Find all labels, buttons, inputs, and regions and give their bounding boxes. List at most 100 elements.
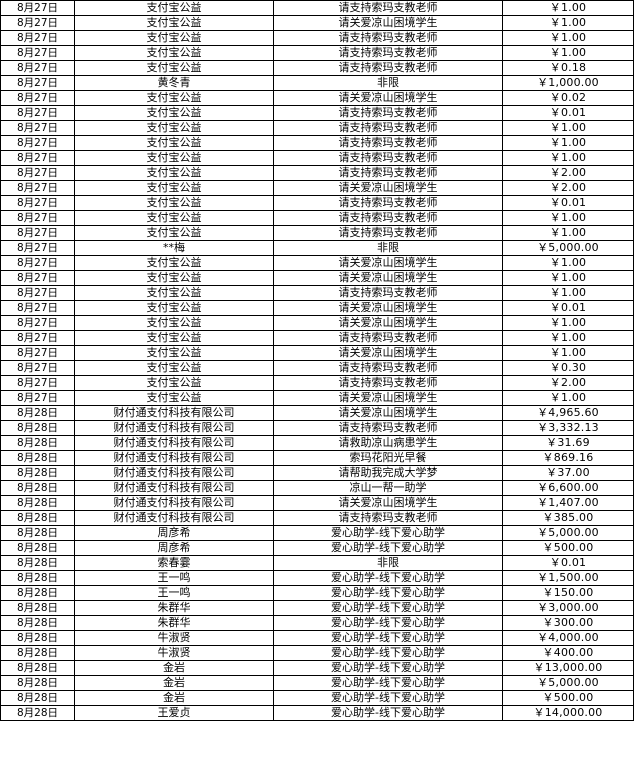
cell-amount: ￥1.00 (502, 150, 634, 166)
cell-project: 请支持索玛支教老师 (273, 360, 503, 376)
cell-donor: 财付通支付科技有限公司 (74, 465, 274, 481)
cell-donor: 支付宝公益 (74, 105, 274, 121)
table-row: 8月27日 支付宝公益 请关爱凉山困境学生 ￥1.00 (0, 390, 634, 406)
cell-donor: 支付宝公益 (74, 45, 274, 61)
cell-amount: ￥1.00 (502, 285, 634, 301)
cell-date: 8月27日 (0, 210, 75, 226)
cell-donor: 支付宝公益 (74, 255, 274, 271)
table-row: 8月27日 支付宝公益 请关爱凉山困境学生 ￥0.01 (0, 300, 634, 316)
cell-donor: 财付通支付科技有限公司 (74, 480, 274, 496)
table-row: 8月28日 朱群华 爱心助学-线下爱心助学 ￥3,000.00 (0, 600, 634, 616)
cell-donor: 财付通支付科技有限公司 (74, 405, 274, 421)
cell-amount: ￥1.00 (502, 210, 634, 226)
cell-project: 爱心助学-线下爱心助学 (273, 585, 503, 601)
cell-date: 8月27日 (0, 60, 75, 76)
donation-records-table: 8月27日 支付宝公益 请支持索玛支教老师 ￥1.00 8月27日 支付宝公益 请关爱凉山困… (0, 0, 634, 721)
cell-amount: ￥37.00 (502, 465, 634, 481)
table-row: 8月28日 金岩 爱心助学-线下爱心助学 ￥500.00 (0, 690, 634, 706)
cell-amount: ￥5,000.00 (502, 240, 634, 256)
cell-amount: ￥31.69 (502, 435, 634, 451)
cell-donor: 支付宝公益 (74, 60, 274, 76)
cell-project: 请关爱凉山困境学生 (273, 315, 503, 331)
cell-date: 8月28日 (0, 675, 75, 691)
table-row: 8月27日 支付宝公益 请支持索玛支教老师 ￥0.18 (0, 60, 634, 76)
cell-amount: ￥1.00 (502, 270, 634, 286)
table-row: 8月28日 财付通支付科技有限公司 索玛花阳光早餐 ￥869.16 (0, 450, 634, 466)
cell-date: 8月27日 (0, 375, 75, 391)
cell-date: 8月27日 (0, 270, 75, 286)
cell-date: 8月27日 (0, 165, 75, 181)
cell-amount: ￥300.00 (502, 615, 634, 631)
cell-donor: 牛淑贤 (74, 630, 274, 646)
cell-amount: ￥1.00 (502, 120, 634, 136)
cell-project: 请支持索玛支教老师 (273, 60, 503, 76)
cell-project: 请关爱凉山困境学生 (273, 180, 503, 196)
cell-project: 请支持索玛支教老师 (273, 375, 503, 391)
cell-donor: 索春霎 (74, 555, 274, 571)
cell-date: 8月28日 (0, 510, 75, 526)
cell-project: 爱心助学-线下爱心助学 (273, 645, 503, 661)
cell-project: 请支持索玛支教老师 (273, 120, 503, 136)
cell-project: 请关爱凉山困境学生 (273, 405, 503, 421)
cell-donor: 支付宝公益 (74, 285, 274, 301)
cell-amount: ￥1.00 (502, 30, 634, 46)
cell-date: 8月27日 (0, 45, 75, 61)
table-row: 8月28日 王一鸣 爱心助学-线下爱心助学 ￥150.00 (0, 585, 634, 601)
cell-donor: 周彦希 (74, 525, 274, 541)
cell-donor: 金岩 (74, 660, 274, 676)
cell-amount: ￥0.30 (502, 360, 634, 376)
table-row: 8月28日 王一鸣 爱心助学-线下爱心助学 ￥1,500.00 (0, 570, 634, 586)
cell-project: 请支持索玛支教老师 (273, 150, 503, 166)
table-row: 8月28日 财付通支付科技有限公司 请救助凉山病患学生 ￥31.69 (0, 435, 634, 451)
cell-project: 爱心助学-线下爱心助学 (273, 600, 503, 616)
cell-date: 8月27日 (0, 225, 75, 241)
cell-amount: ￥1,407.00 (502, 495, 634, 511)
table-row: 8月28日 财付通支付科技有限公司 请支持索玛支教老师 ￥385.00 (0, 510, 634, 526)
cell-donor: 支付宝公益 (74, 330, 274, 346)
cell-date: 8月27日 (0, 330, 75, 346)
cell-date: 8月28日 (0, 660, 75, 676)
cell-donor: 财付通支付科技有限公司 (74, 450, 274, 466)
cell-amount: ￥5,000.00 (502, 675, 634, 691)
cell-date: 8月27日 (0, 300, 75, 316)
cell-project: 请关爱凉山困境学生 (273, 495, 503, 511)
cell-project: 请支持索玛支教老师 (273, 195, 503, 211)
cell-amount: ￥0.01 (502, 195, 634, 211)
cell-donor: 支付宝公益 (74, 300, 274, 316)
cell-date: 8月28日 (0, 585, 75, 601)
cell-donor: 支付宝公益 (74, 270, 274, 286)
cell-donor: 王一鸣 (74, 570, 274, 586)
cell-project: 请支持索玛支教老师 (273, 225, 503, 241)
table-row: 8月28日 财付通支付科技有限公司 请帮助我完成大学梦 ￥37.00 (0, 465, 634, 481)
cell-project: 请支持索玛支教老师 (273, 30, 503, 46)
cell-project: 爱心助学-线下爱心助学 (273, 615, 503, 631)
cell-amount: ￥0.01 (502, 555, 634, 571)
cell-amount: ￥2.00 (502, 165, 634, 181)
table-row: 8月27日 支付宝公益 请支持索玛支教老师 ￥1.00 (0, 30, 634, 46)
cell-donor: 支付宝公益 (74, 150, 274, 166)
cell-project: 请关爱凉山困境学生 (273, 300, 503, 316)
table-row: 8月28日 王爱贞 爱心助学-线下爱心助学 ￥14,000.00 (0, 705, 634, 721)
cell-date: 8月27日 (0, 240, 75, 256)
cell-donor: 支付宝公益 (74, 195, 274, 211)
cell-date: 8月27日 (0, 120, 75, 136)
table-row: 8月28日 索春霎 非限 ￥0.01 (0, 555, 634, 571)
cell-donor: 支付宝公益 (74, 180, 274, 196)
cell-amount: ￥0.02 (502, 90, 634, 106)
table-row: 8月28日 财付通支付科技有限公司 凉山一帮一助学 ￥6,600.00 (0, 480, 634, 496)
cell-amount: ￥4,965.60 (502, 405, 634, 421)
table-row: 8月27日 支付宝公益 请支持索玛支教老师 ￥0.01 (0, 105, 634, 121)
cell-donor: 支付宝公益 (74, 390, 274, 406)
cell-date: 8月27日 (0, 390, 75, 406)
cell-donor: 周彦希 (74, 540, 274, 556)
cell-amount: ￥5,000.00 (502, 525, 634, 541)
table-row: 8月27日 支付宝公益 请关爱凉山困境学生 ￥1.00 (0, 270, 634, 286)
cell-amount: ￥1,000.00 (502, 75, 634, 91)
table-row: 8月27日 支付宝公益 请关爱凉山困境学生 ￥1.00 (0, 255, 634, 271)
table-row: 8月28日 朱群华 爱心助学-线下爱心助学 ￥300.00 (0, 615, 634, 631)
cell-amount: ￥1.00 (502, 135, 634, 151)
cell-donor: 朱群华 (74, 600, 274, 616)
cell-amount: ￥150.00 (502, 585, 634, 601)
table-row: 8月27日 支付宝公益 请支持索玛支教老师 ￥1.00 (0, 225, 634, 241)
cell-project: 请支持索玛支教老师 (273, 285, 503, 301)
